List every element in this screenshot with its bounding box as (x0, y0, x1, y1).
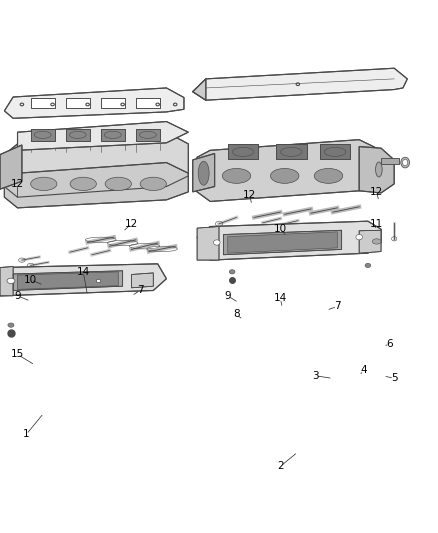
Polygon shape (136, 129, 160, 141)
Ellipse shape (230, 270, 235, 274)
Text: 7: 7 (334, 302, 341, 311)
Polygon shape (18, 122, 188, 150)
Text: 3: 3 (312, 371, 319, 381)
Text: 14: 14 (77, 267, 90, 277)
Text: 8: 8 (233, 310, 240, 319)
Ellipse shape (401, 157, 410, 168)
Polygon shape (359, 230, 381, 253)
Text: 12: 12 (370, 187, 383, 197)
Polygon shape (320, 144, 350, 159)
Ellipse shape (314, 168, 343, 183)
Polygon shape (31, 129, 55, 141)
Polygon shape (0, 266, 13, 296)
Polygon shape (18, 272, 118, 289)
Polygon shape (4, 163, 188, 208)
Polygon shape (0, 145, 22, 189)
Ellipse shape (96, 279, 101, 282)
Ellipse shape (372, 239, 381, 244)
Text: 12: 12 (11, 179, 24, 189)
Polygon shape (193, 79, 206, 100)
Ellipse shape (222, 168, 251, 183)
Text: 4: 4 (360, 366, 367, 375)
Text: 1: 1 (23, 430, 30, 439)
Ellipse shape (8, 323, 14, 327)
Ellipse shape (403, 159, 408, 166)
Polygon shape (359, 147, 394, 193)
Polygon shape (101, 129, 125, 141)
Polygon shape (223, 230, 342, 255)
Text: 12: 12 (125, 219, 138, 229)
Polygon shape (193, 140, 381, 201)
Polygon shape (381, 158, 399, 164)
Polygon shape (228, 144, 258, 159)
Text: 5: 5 (391, 374, 398, 383)
Polygon shape (136, 98, 160, 108)
Ellipse shape (70, 177, 96, 191)
Polygon shape (193, 154, 215, 192)
Ellipse shape (198, 161, 209, 185)
Text: 6: 6 (386, 339, 393, 349)
Text: 10: 10 (24, 275, 37, 285)
Ellipse shape (356, 235, 362, 240)
Ellipse shape (214, 240, 220, 245)
Polygon shape (276, 144, 307, 159)
Polygon shape (4, 88, 184, 118)
Ellipse shape (140, 177, 166, 191)
Text: 9: 9 (224, 291, 231, 301)
Ellipse shape (7, 278, 15, 284)
Ellipse shape (375, 162, 382, 177)
Polygon shape (197, 221, 381, 260)
Polygon shape (197, 227, 219, 260)
Ellipse shape (31, 177, 57, 191)
Polygon shape (0, 264, 166, 296)
Polygon shape (4, 132, 188, 197)
Ellipse shape (105, 177, 131, 191)
Text: 15: 15 (11, 350, 24, 359)
Text: 2: 2 (277, 462, 284, 471)
Text: 7: 7 (137, 286, 144, 295)
Text: 14: 14 (274, 294, 287, 303)
Polygon shape (101, 98, 125, 108)
Polygon shape (228, 232, 337, 253)
Polygon shape (31, 98, 55, 108)
Polygon shape (66, 129, 90, 141)
Text: 11: 11 (370, 219, 383, 229)
Text: 12: 12 (243, 190, 256, 199)
Text: 9: 9 (14, 291, 21, 301)
Ellipse shape (270, 168, 299, 183)
Polygon shape (193, 68, 407, 100)
Polygon shape (66, 98, 90, 108)
Ellipse shape (365, 263, 371, 268)
Text: 10: 10 (274, 224, 287, 234)
Polygon shape (13, 271, 123, 290)
Polygon shape (131, 273, 153, 288)
